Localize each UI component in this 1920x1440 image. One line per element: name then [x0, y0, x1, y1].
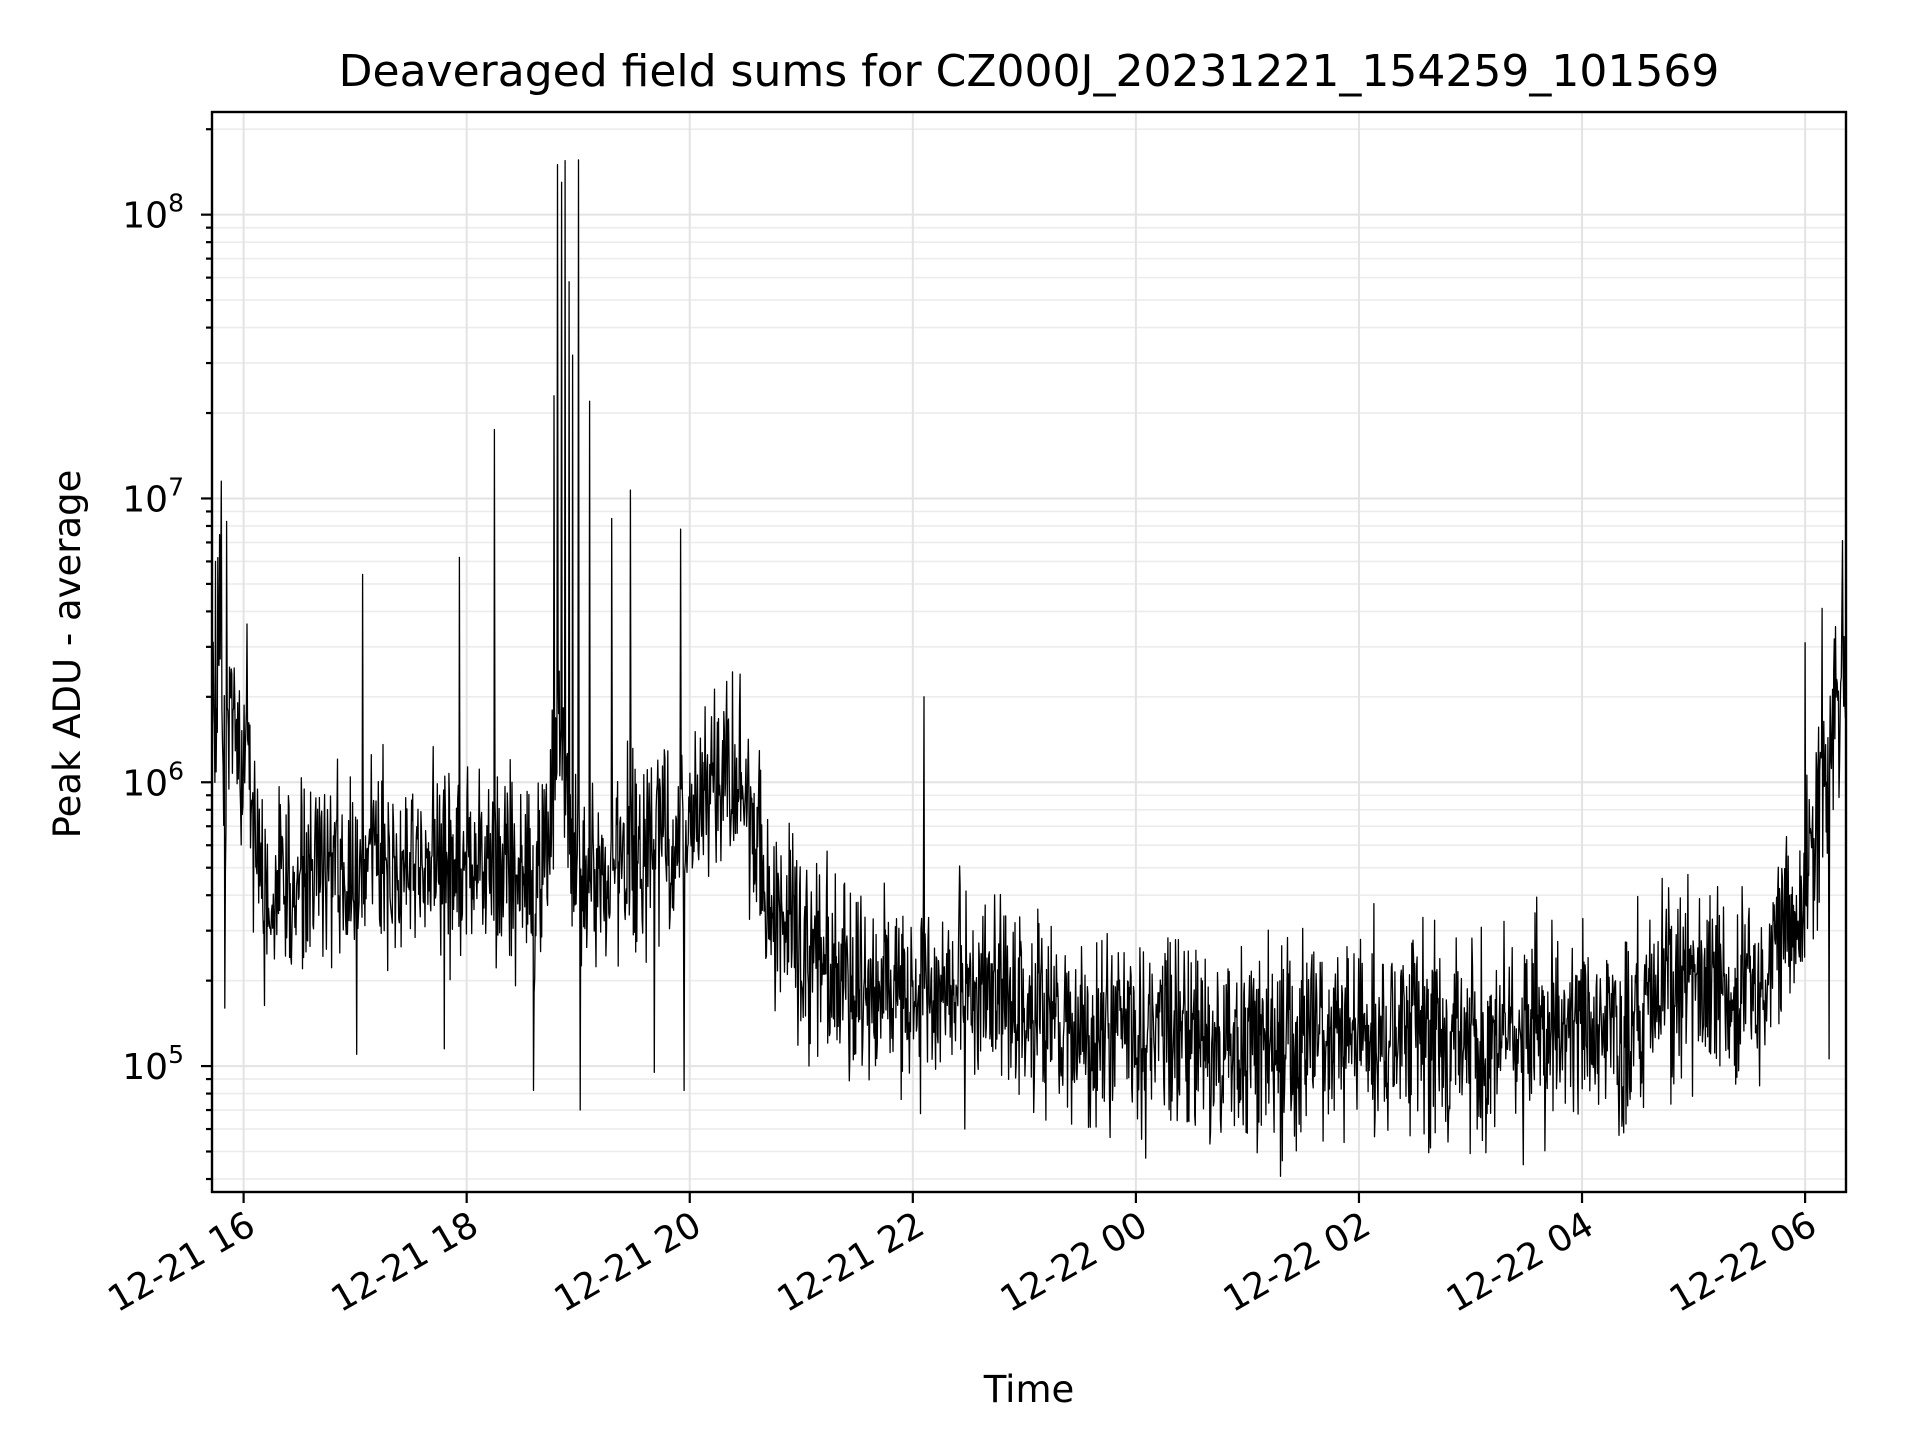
- plot-frame: [210, 110, 1848, 1194]
- chart-title: Deaveraged field sums for CZ000J_2023122…: [339, 46, 1720, 97]
- y-tick-label: 105: [122, 1040, 184, 1088]
- series-layer: [211, 159, 1847, 1177]
- x-axis-label: Time: [983, 1368, 1075, 1411]
- series-line: [211, 159, 1847, 1177]
- y-axis-label: Peak ADU - average: [46, 470, 89, 839]
- y-tick-label: 108: [122, 189, 184, 237]
- y-tick-label: 107: [122, 472, 184, 520]
- y-tick-label: 106: [122, 756, 184, 804]
